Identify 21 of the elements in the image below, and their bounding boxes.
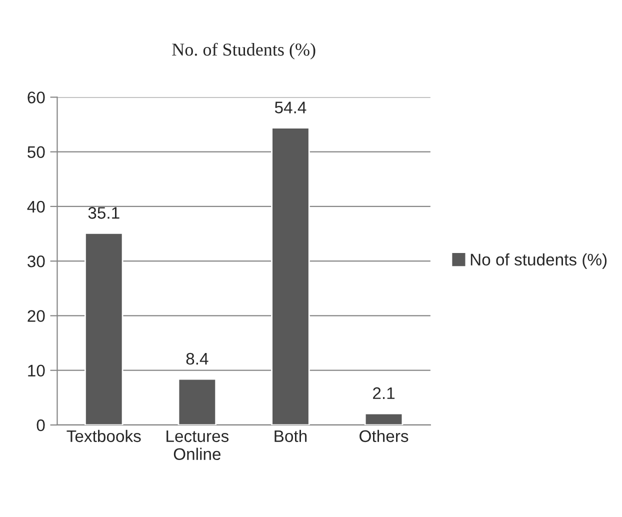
bar	[178, 378, 217, 425]
data-label: 2.1	[373, 387, 395, 399]
y-tick-label: 0	[36, 419, 45, 432]
bar	[84, 232, 124, 425]
x-tick-label: Both	[274, 430, 307, 442]
y-tick-label: 20	[28, 310, 45, 322]
chart-title: No. of Students (%)	[172, 42, 316, 60]
legend-label: No of students (%)	[470, 253, 607, 269]
y-tick-label: 40	[27, 200, 45, 213]
data-label: 8.4	[186, 352, 208, 365]
data-label: 35.1	[88, 207, 120, 219]
x-tick-label: Others	[360, 430, 408, 442]
y-tick-label: 10	[28, 364, 45, 377]
y-tick-label: 60	[28, 92, 45, 104]
data-label: 54.4	[274, 102, 306, 114]
x-tick-label: Textbooks	[66, 430, 141, 442]
y-tick-label: 30	[28, 255, 45, 268]
bar	[271, 127, 310, 425]
y-tick-label: 50	[28, 146, 45, 158]
x-tick-label: Lectures Online	[166, 430, 229, 460]
bar	[364, 412, 404, 425]
